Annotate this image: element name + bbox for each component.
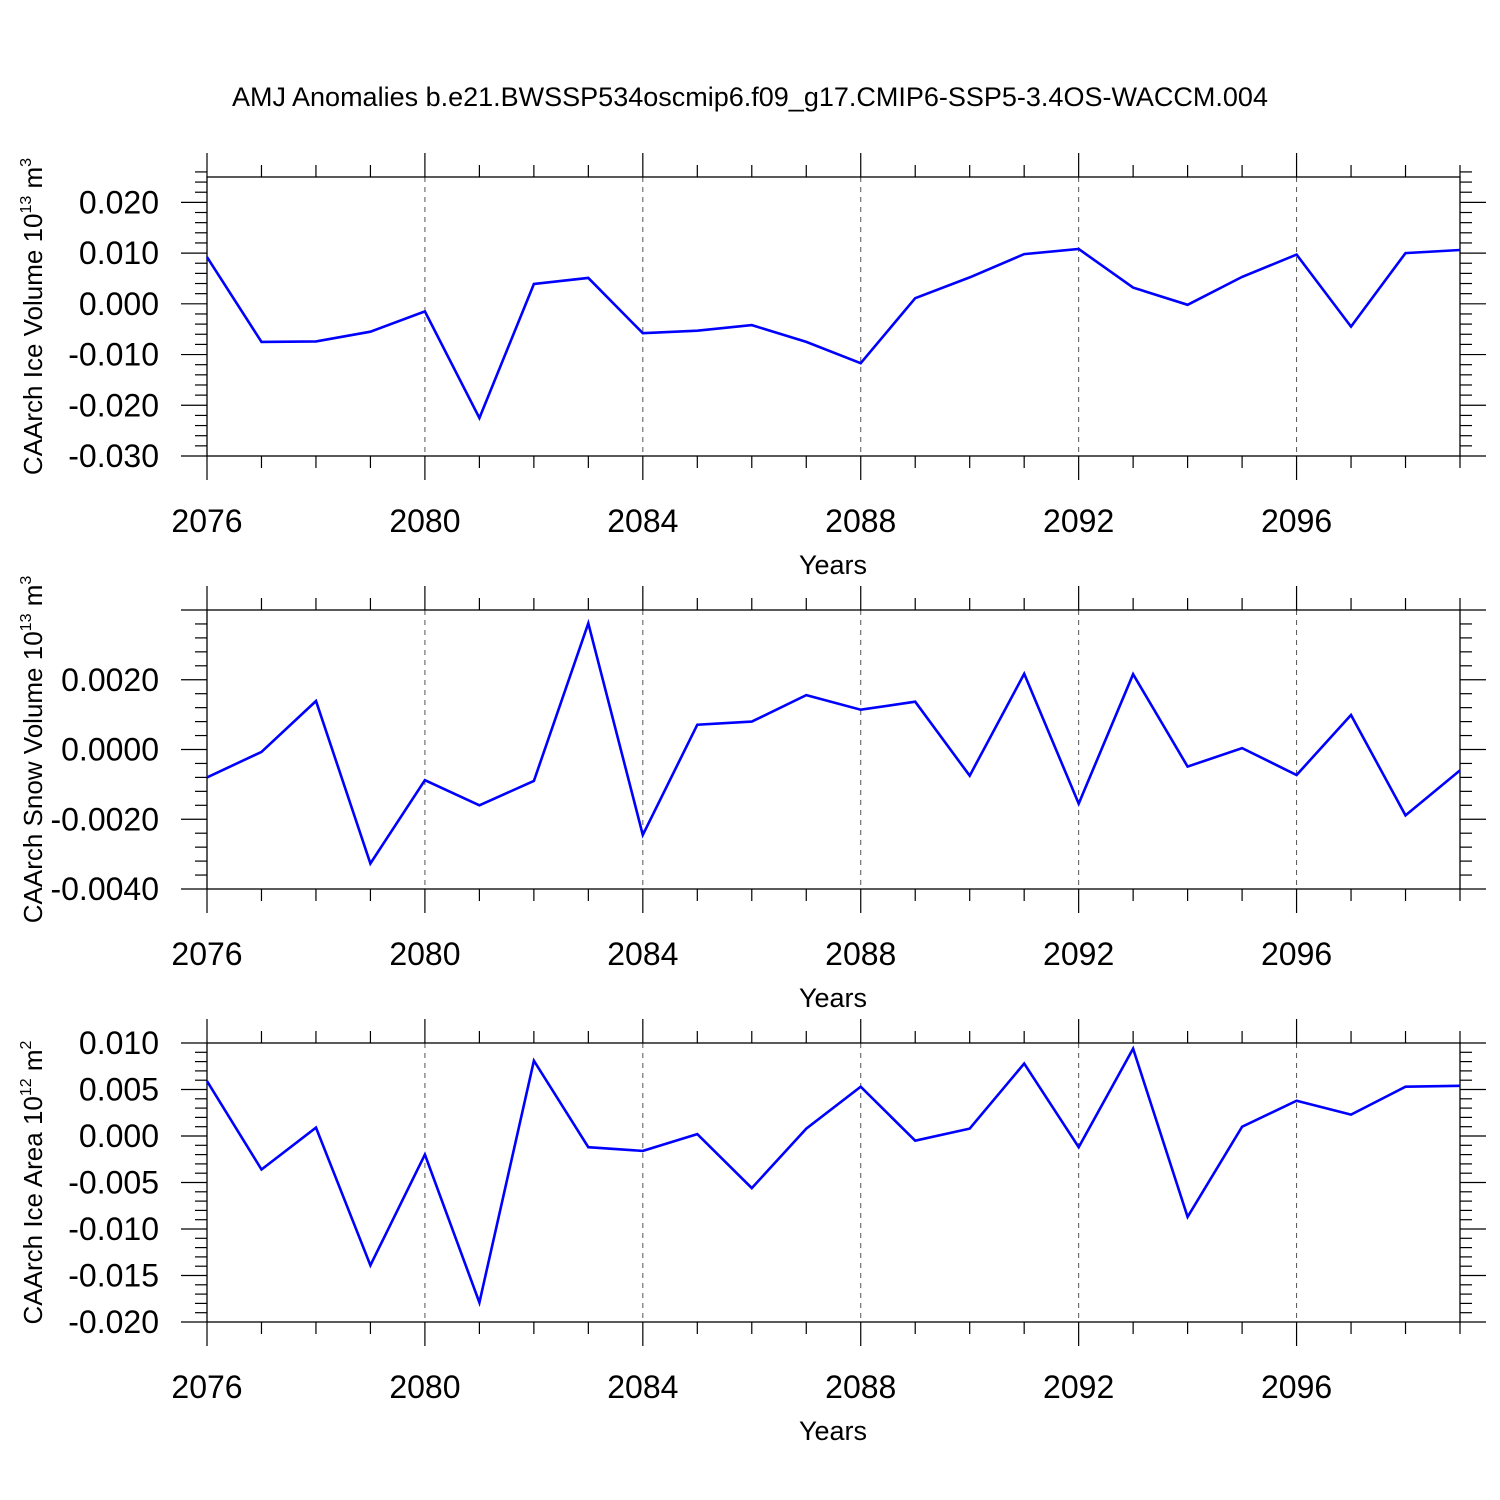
x-tick-label: 2080	[389, 1369, 460, 1405]
chart-panels: 2076 2080 2084 2088 2092 2096 -0.030 -0.020 -0.0…	[18, 153, 1486, 1446]
x-tick-label: 2092	[1043, 936, 1114, 972]
y-tick-label: 0.010	[79, 1025, 159, 1061]
x-tick-label: 2084	[607, 503, 678, 539]
x-tick-label: 2092	[1043, 1369, 1114, 1405]
y-tick-label: 0.005	[79, 1072, 159, 1108]
y-tick-label: -0.0020	[50, 801, 159, 837]
x-tick-label: 2088	[825, 503, 896, 539]
y-tick-label: 0.000	[79, 286, 159, 322]
y-axis-label: CAArch Ice Volume 1013 m3	[18, 158, 48, 475]
x-axis-label: Years	[799, 550, 867, 580]
y-tick-label: 0.0020	[61, 662, 159, 698]
y-axis-label-unit: m	[18, 1049, 48, 1078]
y-tick-label: -0.015	[68, 1258, 159, 1294]
x-tick-label: 2076	[171, 936, 242, 972]
x-tick-label: 2096	[1261, 503, 1332, 539]
y-axis-label-base: CAArch Ice Volume 10	[18, 214, 48, 476]
series-line	[205, 247, 1461, 422]
series-line	[205, 1045, 1461, 1308]
plot-frame	[206, 609, 1461, 890]
y-axis-label: CAArch Ice Area 1012 m2	[18, 1040, 48, 1324]
x-tick-label: 2080	[389, 503, 460, 539]
y-tick-label: -0.030	[68, 438, 159, 474]
y-axis-label-unit: m	[18, 167, 48, 196]
y-tick-label: -0.0040	[50, 871, 159, 907]
y-tick-label: -0.010	[68, 337, 159, 373]
y-tick-label: 0.020	[79, 184, 159, 220]
x-tick-label: 2092	[1043, 503, 1114, 539]
y-tick-label: -0.020	[68, 1304, 159, 1340]
y-tick-label: 0.0000	[61, 732, 159, 768]
y-axis-label-exp: 13	[18, 613, 35, 631]
x-tick-label: 2096	[1261, 936, 1332, 972]
y-tick-label: -0.005	[68, 1165, 159, 1201]
chart-panel-1: 2076 2080 2084 2088 2092 2096 -0.030 -0.020 -0.0…	[18, 153, 1486, 580]
plot-frame	[206, 1042, 1461, 1323]
y-axis-label-base: CAArch Snow Volume 10	[18, 631, 48, 923]
figure-title: AMJ Anomalies b.e21.BWSSP534oscmip6.f09_…	[232, 82, 1268, 112]
x-tick-label: 2080	[389, 936, 460, 972]
y-axis-label-exp: 13	[18, 196, 35, 214]
chart-panel-2: 2076 2080 2084 2088 2092 2096 -0.0040 -0.0020 0.…	[18, 576, 1486, 1013]
x-tick-label: 2088	[825, 936, 896, 972]
y-axis-label-exp: 12	[18, 1078, 35, 1096]
plot-frame	[206, 176, 1461, 457]
y-tick-label: 0.010	[79, 235, 159, 271]
y-tick-label: -0.020	[68, 387, 159, 423]
x-tick-label: 2076	[171, 1369, 242, 1405]
x-tick-label: 2084	[607, 936, 678, 972]
x-tick-label: 2076	[171, 503, 242, 539]
y-axis-label-exp: 3	[18, 576, 35, 585]
y-axis-label-exp: 3	[18, 158, 35, 167]
x-axis-label: Years	[799, 983, 867, 1013]
chart-panel-3: 2076 2080 2084 2088 2092 2096 -0.020 -0.015 -0.0…	[18, 1019, 1486, 1446]
y-axis-label-unit: m	[18, 585, 48, 614]
x-tick-label: 2096	[1261, 1369, 1332, 1405]
y-tick-label: -0.010	[68, 1211, 159, 1247]
y-axis-label-exp: 2	[18, 1040, 35, 1049]
series-line	[206, 618, 1461, 867]
y-axis-label: CAArch Snow Volume 1013 m3	[18, 576, 48, 924]
x-axis-label: Years	[799, 1416, 867, 1446]
y-axis-label-base: CAArch Ice Area 10	[18, 1096, 48, 1324]
y-tick-label: 0.000	[79, 1118, 159, 1154]
x-tick-label: 2088	[825, 1369, 896, 1405]
x-tick-label: 2084	[607, 1369, 678, 1405]
